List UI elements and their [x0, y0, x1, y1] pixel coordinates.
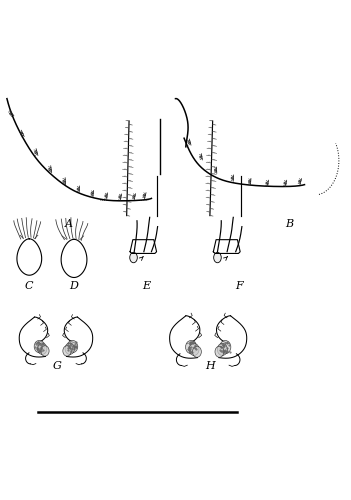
Text: H: H: [205, 362, 215, 372]
Ellipse shape: [34, 340, 45, 352]
Ellipse shape: [220, 340, 231, 353]
Ellipse shape: [67, 340, 78, 352]
Ellipse shape: [214, 252, 221, 262]
Ellipse shape: [38, 343, 47, 354]
Ellipse shape: [130, 252, 137, 262]
Text: D: D: [69, 281, 79, 291]
Ellipse shape: [63, 346, 71, 356]
Ellipse shape: [215, 346, 224, 358]
Text: G: G: [52, 362, 61, 372]
Ellipse shape: [189, 344, 199, 355]
Text: B: B: [285, 219, 293, 229]
Ellipse shape: [41, 346, 49, 356]
Ellipse shape: [65, 343, 74, 354]
Text: C: C: [25, 281, 34, 291]
Ellipse shape: [192, 346, 201, 358]
Ellipse shape: [217, 344, 227, 355]
Text: A: A: [65, 219, 73, 229]
Ellipse shape: [186, 340, 197, 353]
Text: E: E: [142, 281, 150, 291]
Text: F: F: [235, 281, 243, 291]
